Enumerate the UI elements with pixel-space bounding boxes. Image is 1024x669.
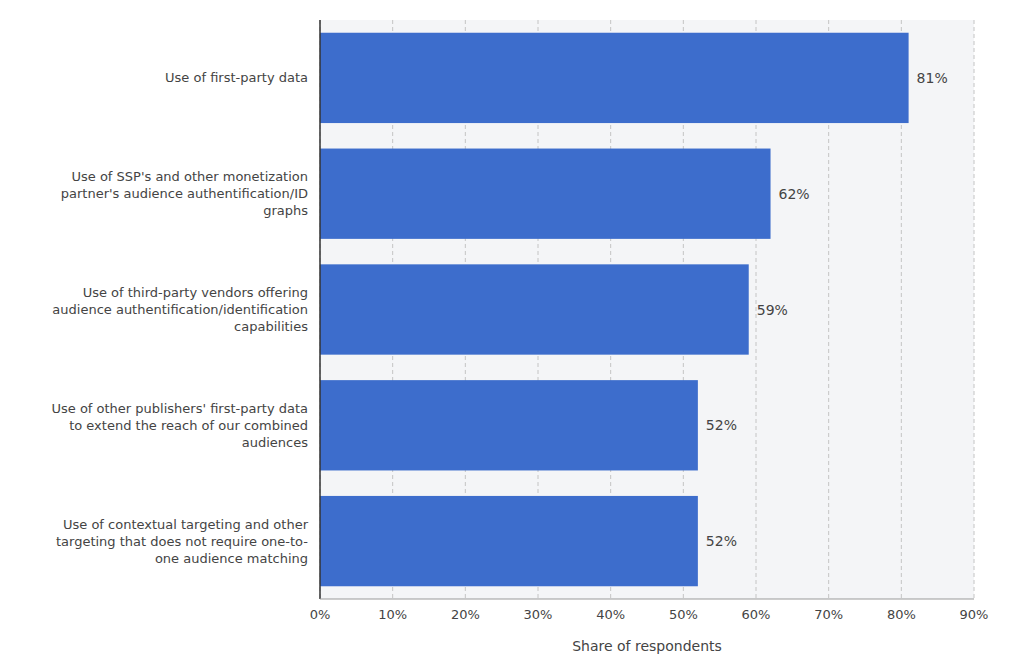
grid (320, 20, 974, 599)
category-label: Use of other publishers' first-party dat… (51, 401, 308, 450)
tick-label: 60% (742, 607, 771, 622)
tick-label: 10% (378, 607, 407, 622)
bar (320, 149, 771, 239)
bar (320, 380, 698, 470)
bar (320, 33, 909, 123)
bar (320, 264, 749, 354)
chart: 0% 10% 20% 30% 40% 50% 60% 70% 80% 90% 52% 52% 59% 62… (0, 0, 1024, 669)
tick-label: 0% (310, 607, 331, 622)
data-label: 52% (706, 533, 737, 549)
data-label: 81% (917, 70, 948, 86)
tick-label: 70% (814, 607, 843, 622)
plot-background (320, 20, 974, 599)
category-label: Use of third-party vendors offeringaudie… (52, 285, 308, 334)
tick-label: 50% (669, 607, 698, 622)
bar (320, 496, 698, 586)
tick-label: 90% (960, 607, 989, 622)
tick-label: 80% (887, 607, 916, 622)
tick-label: 20% (451, 607, 480, 622)
x-axis-label: Share of respondents (572, 638, 722, 654)
data-label: 59% (757, 302, 788, 318)
category-label: Use of SSP's and other monetizationpartn… (61, 169, 308, 218)
category-label: Use of first-party data (165, 70, 308, 85)
grid-line (974, 20, 975, 599)
data-label: 52% (706, 417, 737, 433)
tick-label: 40% (596, 607, 625, 622)
grid-line (320, 20, 321, 599)
data-label: 62% (779, 186, 810, 202)
y-axis-line (319, 20, 321, 599)
bars (320, 33, 909, 587)
category-label: Use of contextual targeting and othertar… (56, 517, 309, 566)
x-axis-line (320, 599, 974, 600)
tick-label: 30% (524, 607, 553, 622)
